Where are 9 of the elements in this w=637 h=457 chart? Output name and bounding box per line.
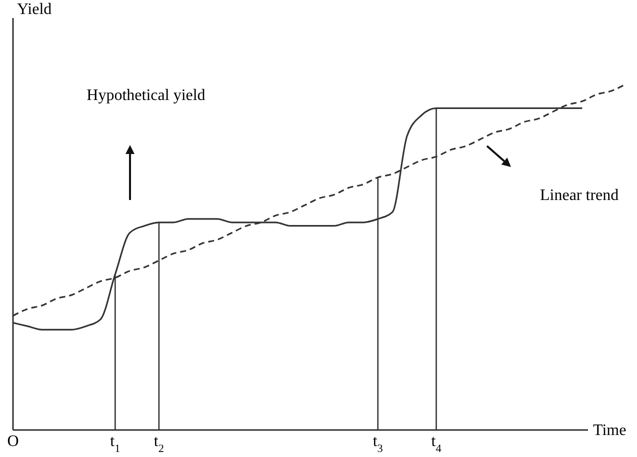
x-tick-label: t$_{1}$	[110, 433, 120, 455]
x-tick-label: O	[7, 433, 19, 450]
x-tick-label: t$_{2}$	[154, 433, 164, 455]
x-tick-label: t$_{3}$	[372, 433, 384, 455]
y-axis-title: Yield	[17, 1, 52, 18]
x-tick-label: t$_{4}$	[431, 433, 442, 455]
x-axis-title: Time	[593, 422, 626, 439]
annotation: Linear trend	[540, 187, 619, 204]
annotation: Hypothetical yield	[86, 87, 206, 104]
